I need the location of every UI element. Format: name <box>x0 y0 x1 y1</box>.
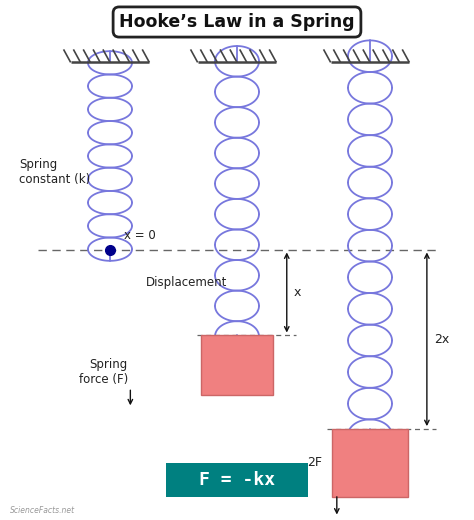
Text: ScienceFacts.net: ScienceFacts.net <box>9 506 74 515</box>
Text: x = 0: x = 0 <box>124 229 156 242</box>
Text: Displacement: Displacement <box>146 276 228 289</box>
Text: x: x <box>294 286 301 299</box>
Bar <box>332 429 408 497</box>
Text: 2x: 2x <box>434 333 449 346</box>
Text: Spring
force (F): Spring force (F) <box>79 358 128 386</box>
Text: Hooke’s Law in a Spring: Hooke’s Law in a Spring <box>119 13 355 31</box>
Text: 2F: 2F <box>308 457 323 469</box>
Text: F = -kx: F = -kx <box>199 471 275 489</box>
Bar <box>166 463 308 497</box>
Text: Spring
constant (k): Spring constant (k) <box>19 158 90 186</box>
Bar <box>201 335 273 395</box>
